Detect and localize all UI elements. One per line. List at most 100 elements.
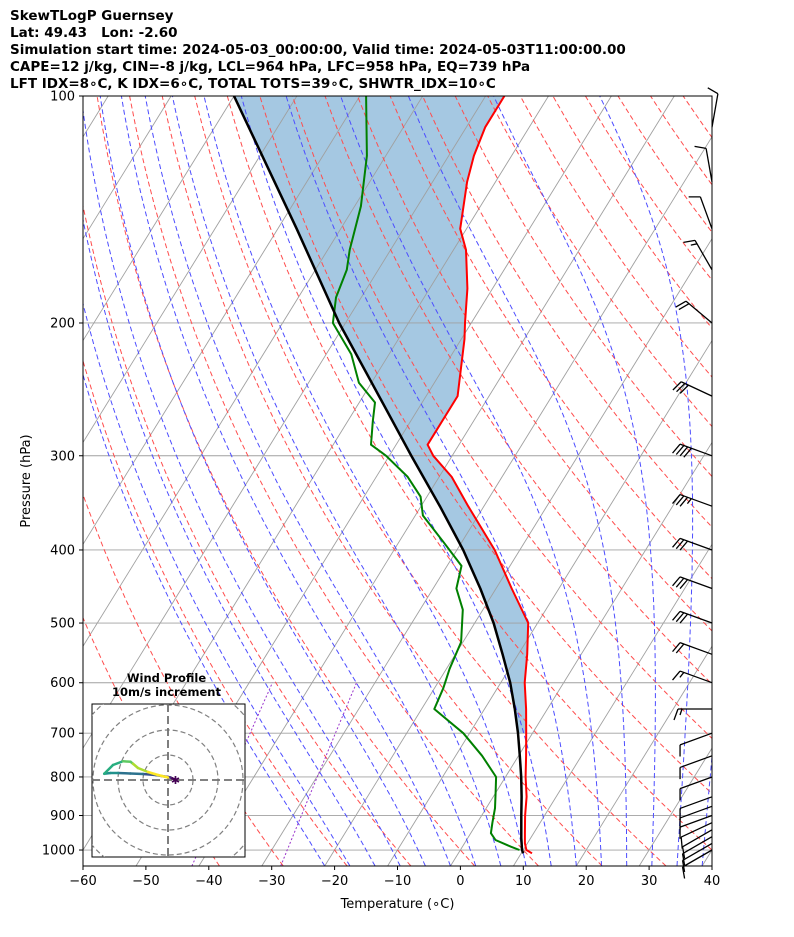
wind-barb-full xyxy=(672,642,681,653)
wind-barb xyxy=(681,836,713,866)
isotherm-line xyxy=(83,96,486,749)
wind-barb-staff xyxy=(694,240,713,271)
y-tick-label: 400 xyxy=(50,543,75,558)
dry-adiabat-line xyxy=(487,96,712,428)
chart-header: SkewTLogP Guernsey Lat: 49.43 Lon: -2.60 S… xyxy=(10,8,626,93)
wind-barb-full xyxy=(679,384,689,394)
wind-barb-full xyxy=(675,577,685,588)
wind-barb-staff xyxy=(679,537,713,551)
hodograph-segment xyxy=(121,760,132,763)
isotherm-line xyxy=(701,849,712,866)
wind-barb-staff xyxy=(699,196,713,230)
wind-barb-full xyxy=(681,860,686,873)
hodograph-segment xyxy=(156,773,170,779)
wind-barb-full xyxy=(679,540,689,551)
wind-barb-full xyxy=(683,447,692,458)
wind-barb xyxy=(672,576,713,590)
isotherm-line xyxy=(83,96,361,546)
y-tick-label: 300 xyxy=(50,449,75,464)
isotherm-line xyxy=(575,645,712,866)
y-tick-label: 500 xyxy=(50,617,75,632)
wind-barb-staff xyxy=(679,610,713,624)
isotherm-line xyxy=(83,96,424,648)
wind-barb-staff xyxy=(679,443,713,457)
hodograph-segment xyxy=(111,760,125,767)
wind-barb-staff xyxy=(682,842,713,861)
wind-barb-staff xyxy=(679,670,713,684)
wind-barb-full xyxy=(672,576,681,587)
isotherm-line xyxy=(513,543,712,866)
isotherm-line xyxy=(450,441,712,866)
moist-adiabat-line xyxy=(285,96,577,866)
x-axis-label: Temperature (∘C) xyxy=(340,897,455,912)
moist-adiabat-line xyxy=(599,96,694,866)
isotherm-line xyxy=(638,747,712,866)
dry-adiabat-line xyxy=(129,96,539,866)
dry-adiabat-line xyxy=(716,96,794,866)
x-tick-label: 40 xyxy=(704,874,721,889)
wind-barb xyxy=(679,776,713,801)
wind-barb xyxy=(672,610,713,624)
parcel-profile-line xyxy=(232,96,525,854)
wind-barb-full xyxy=(688,196,701,198)
wind-barb-full xyxy=(672,670,681,681)
title-cape-stats: CAPE=12 j/kg, CIN=-8 j/kg, LCL=964 hPa, … xyxy=(10,59,531,75)
wind-barb-full xyxy=(672,537,681,548)
wind-barb-full xyxy=(679,579,689,589)
wind-barb-half xyxy=(690,243,698,246)
y-tick-label: 100 xyxy=(50,90,75,105)
moist-adiabat-line xyxy=(240,96,552,866)
wind-barb xyxy=(688,196,713,230)
dry-adiabat-line xyxy=(226,96,712,851)
wind-barb-full xyxy=(679,788,681,801)
dry-adiabat-line xyxy=(291,96,712,740)
hodograph-segment xyxy=(136,766,150,774)
title-latlon: Lat: 49.43 Lon: -2.60 xyxy=(10,25,178,41)
y-tick-label: 1000 xyxy=(42,844,75,859)
wind-barb-full xyxy=(672,494,681,504)
wind-barb-staff xyxy=(682,849,713,868)
wind-barb-staff xyxy=(679,814,713,828)
axes: −60 −50 −40 −30 −20 −10 0 10 20 30 40 1000 900 800 700… xyxy=(19,90,720,913)
wind-barb-staff xyxy=(679,642,713,655)
moist-adiabat-line xyxy=(99,96,426,866)
dry-adiabat-line xyxy=(259,96,712,795)
wind-barb-full xyxy=(672,381,682,391)
wind-barb-staff xyxy=(685,300,713,324)
dry-adiabat-line xyxy=(83,359,348,866)
wind-barb xyxy=(672,493,713,507)
moist-adiabat-line xyxy=(203,96,527,866)
moist-adiabat-line xyxy=(727,96,794,866)
isotherm-line xyxy=(261,135,712,866)
dry-adiabat-line xyxy=(389,96,712,580)
wind-barb-full xyxy=(675,445,685,455)
wind-barb-half xyxy=(686,498,692,505)
wind-barb xyxy=(672,670,713,684)
wind-barb-staff xyxy=(682,829,713,848)
dry-adiabat-line xyxy=(83,616,220,866)
wind-barb xyxy=(707,87,719,128)
wind-barb-staff xyxy=(679,796,713,810)
isotherm-line xyxy=(198,96,675,866)
x-tick-label: 20 xyxy=(578,874,595,889)
moist-adiabat-line xyxy=(171,96,502,866)
wind-barb-full xyxy=(675,643,685,654)
dry-adiabat-line xyxy=(324,96,712,685)
wind-barb-full xyxy=(673,708,679,721)
wind-barb xyxy=(679,755,713,780)
moist-adiabat-line xyxy=(83,106,401,866)
wind-barb-full xyxy=(681,846,686,859)
dry-adiabat-line xyxy=(161,96,603,866)
wind-barb-full xyxy=(675,539,685,550)
wind-barb-staff xyxy=(679,493,713,507)
wind-barb-staff xyxy=(679,755,713,769)
dry-adiabat-line xyxy=(748,96,794,866)
wind-barb-half xyxy=(679,672,685,678)
moist-adiabat-line xyxy=(83,372,326,866)
wind-barb-staff xyxy=(705,148,713,183)
wind-barb-staff xyxy=(679,732,713,746)
dry-adiabat-line xyxy=(422,96,712,528)
wind-barb-full xyxy=(694,145,707,150)
wind-barb xyxy=(694,145,713,183)
